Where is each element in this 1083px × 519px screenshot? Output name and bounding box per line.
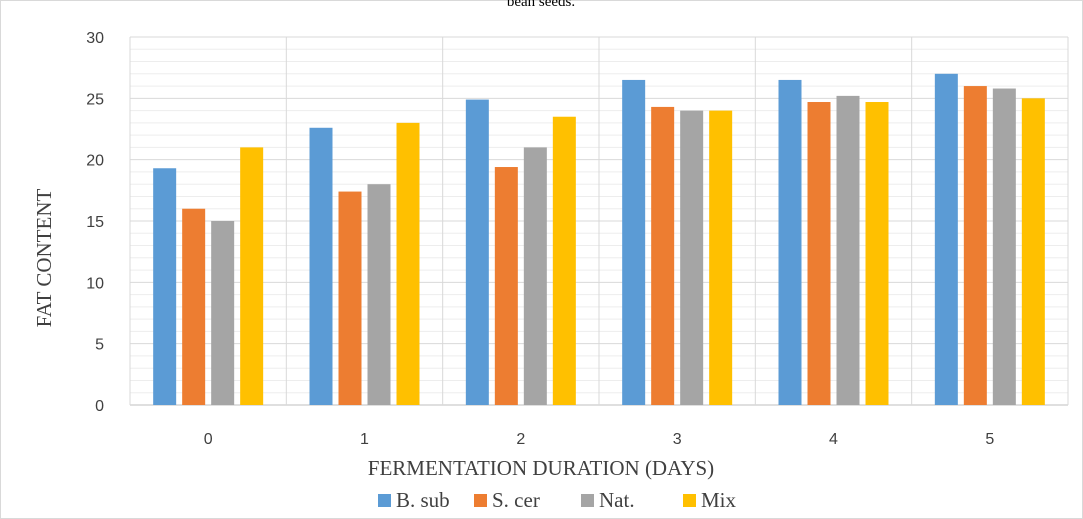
x-tick-label: 2	[516, 431, 525, 448]
x-tick-label: 5	[985, 431, 994, 448]
y-tick-label: 10	[86, 275, 104, 292]
x-tick-label: 1	[360, 431, 369, 448]
y-tick-labels: 0 5 10 15 20 25 30	[86, 30, 104, 415]
bar-s-cer-2	[494, 167, 518, 405]
bar-b-sub-1	[309, 127, 333, 406]
legend-swatch	[474, 494, 487, 507]
y-tick-label: 15	[86, 214, 104, 231]
bar-mix-2	[552, 116, 576, 405]
bar-b-sub-0	[153, 168, 177, 405]
bars	[153, 73, 1045, 406]
bar-b-sub-5	[934, 73, 958, 406]
bar-mix-1	[396, 122, 420, 405]
x-tick-label: 0	[204, 431, 213, 448]
bar-b-sub-2	[465, 99, 489, 405]
legend-swatch	[683, 494, 696, 507]
bar-b-sub-4	[778, 79, 802, 405]
bar-nat-5	[992, 88, 1016, 406]
bar-s-cer-0	[182, 208, 206, 405]
y-tick-label: 20	[86, 153, 104, 170]
legend-label: Nat.	[599, 488, 635, 512]
bar-nat-1	[367, 184, 391, 405]
bar-mix-4	[865, 102, 889, 405]
legend-label: S. cer	[492, 488, 540, 512]
caption-fragment: bean seeds.	[507, 0, 575, 10]
bar-mix-0	[240, 147, 264, 405]
bar-mix-5	[1021, 98, 1045, 405]
legend-label: B. sub	[396, 488, 450, 512]
y-tick-label: 30	[86, 30, 104, 47]
gridlines	[129, 36, 1069, 406]
y-tick-label: 0	[95, 398, 104, 415]
bar-nat-4	[836, 95, 860, 405]
legend-swatch	[581, 494, 594, 507]
bar-b-sub-3	[622, 79, 646, 405]
x-tick-labels: 0 1 2 3 4 5	[204, 431, 995, 448]
y-tick-label: 25	[86, 91, 104, 108]
x-axis-title: FERMENTATION DURATION (DAYS)	[368, 456, 714, 480]
x-tick-label: 3	[673, 431, 682, 448]
bar-s-cer-4	[807, 102, 831, 405]
legend: B. sub S. cer Nat. Mix	[378, 488, 737, 512]
y-axis-title: FAT CONTENT	[32, 189, 56, 328]
x-tick-label: 4	[829, 431, 838, 448]
bar-s-cer-3	[651, 106, 675, 406]
bar-nat-3	[680, 110, 704, 405]
bar-mix-3	[709, 110, 733, 405]
y-tick-label: 5	[95, 337, 104, 354]
bar-nat-0	[211, 221, 235, 405]
bar-s-cer-5	[963, 86, 987, 406]
bar-nat-2	[523, 147, 547, 405]
legend-swatch	[378, 494, 391, 507]
bar-s-cer-1	[338, 191, 362, 405]
legend-label: Mix	[701, 488, 737, 512]
